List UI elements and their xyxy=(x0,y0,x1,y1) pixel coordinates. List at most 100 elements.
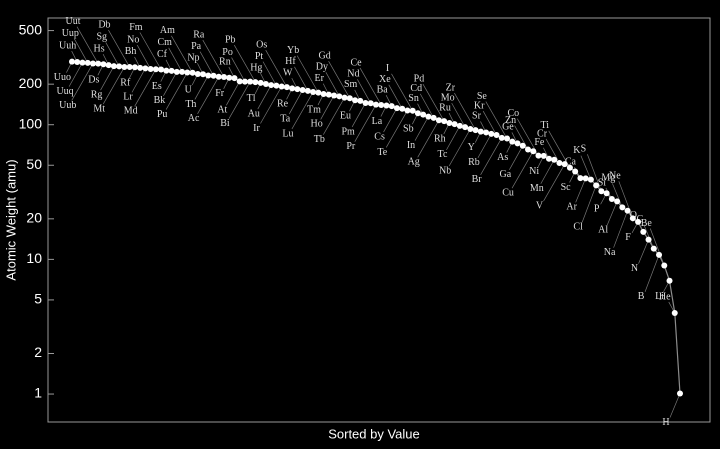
data-point xyxy=(341,94,348,101)
data-point xyxy=(451,121,458,128)
leader-line xyxy=(108,29,130,68)
element-label: Bh xyxy=(125,46,137,57)
element-label: Th xyxy=(185,99,196,110)
y-tick-label: 10 xyxy=(26,250,42,266)
element-label: Ca xyxy=(565,156,577,167)
leader-line xyxy=(71,63,94,101)
data-point xyxy=(110,63,117,70)
element-label: Er xyxy=(315,73,325,84)
data-point xyxy=(383,102,390,109)
leader-line xyxy=(163,71,178,96)
leader-line xyxy=(509,145,524,170)
leader-line xyxy=(320,95,335,120)
leader-line xyxy=(606,201,618,226)
data-point xyxy=(409,107,416,114)
leader-line xyxy=(638,239,649,264)
data-point xyxy=(661,262,668,269)
leader-line xyxy=(480,137,503,176)
plot-frame xyxy=(47,17,711,423)
y-tick-label: 5 xyxy=(34,291,42,307)
leader-line xyxy=(260,86,282,124)
data-point xyxy=(378,101,385,108)
leader-line xyxy=(448,128,471,167)
element-label: Ta xyxy=(280,113,290,124)
leader-line xyxy=(288,89,303,115)
element-label: Hs xyxy=(94,43,105,54)
data-point xyxy=(666,277,673,284)
data-point xyxy=(147,66,154,73)
element-label: Cu xyxy=(502,188,514,199)
leader-line xyxy=(323,97,345,135)
leader-line xyxy=(102,66,125,105)
element-label: No xyxy=(127,34,139,45)
element-label: Au xyxy=(248,108,260,119)
data-point xyxy=(116,63,123,70)
leader-line xyxy=(643,224,655,249)
element-label: Rb xyxy=(468,157,480,168)
leader-line xyxy=(233,44,256,83)
leader-line xyxy=(422,83,445,122)
data-point xyxy=(320,91,327,98)
leader-line xyxy=(391,73,413,111)
element-label: Sc xyxy=(561,182,572,193)
element-label: Cf xyxy=(157,49,168,60)
element-label: Li xyxy=(655,291,664,302)
leader-line xyxy=(165,72,188,110)
data-point xyxy=(289,85,296,92)
element-label: Fe xyxy=(534,137,545,148)
leader-line xyxy=(100,66,115,91)
leader-line xyxy=(197,76,220,114)
leader-line xyxy=(262,61,277,86)
data-point xyxy=(462,124,469,131)
element-label: C xyxy=(636,214,643,225)
element-label: Xe xyxy=(379,74,391,85)
leader-line xyxy=(575,178,586,203)
leader-line xyxy=(257,84,272,110)
data-point xyxy=(299,87,306,94)
element-label: Si xyxy=(598,177,607,188)
element-label: Tc xyxy=(438,149,448,160)
data-point xyxy=(236,78,243,85)
element-label: Mt xyxy=(93,103,105,114)
data-point xyxy=(582,175,589,182)
data-point xyxy=(551,156,558,163)
element-label: Eu xyxy=(340,111,351,122)
element-label: Sg xyxy=(96,32,107,43)
data-point xyxy=(519,142,526,149)
y-tick-label: 200 xyxy=(19,75,43,91)
element-label: Ir xyxy=(253,123,260,134)
element-label: Ti xyxy=(540,120,549,131)
element-label: Pb xyxy=(225,34,236,45)
leader-line xyxy=(414,116,429,141)
element-label: Os xyxy=(256,39,267,50)
data-point xyxy=(530,148,537,155)
element-label: Rg xyxy=(91,89,103,100)
data-point xyxy=(614,198,621,205)
element-label: Kr xyxy=(474,100,485,111)
element-label: B xyxy=(638,291,645,302)
element-label: Tb xyxy=(314,134,325,145)
leader-line xyxy=(68,62,83,87)
element-label: Sb xyxy=(403,123,414,134)
leader-line xyxy=(511,151,534,189)
leader-line xyxy=(228,81,251,119)
data-point xyxy=(179,68,186,75)
leader-line xyxy=(194,75,209,100)
data-point xyxy=(221,74,227,81)
data-point xyxy=(656,251,663,258)
leader-line xyxy=(613,210,628,248)
data-point xyxy=(399,105,406,112)
element-label: Nd xyxy=(347,69,359,80)
leader-line xyxy=(451,102,466,128)
y-tick-label: 1 xyxy=(34,385,42,401)
leader-line xyxy=(581,185,597,223)
data-point xyxy=(498,134,505,141)
data-point xyxy=(121,64,128,71)
data-point xyxy=(84,59,91,66)
data-point xyxy=(430,114,437,121)
element-label: Bi xyxy=(220,118,230,129)
data-point xyxy=(241,78,248,85)
data-point xyxy=(388,103,395,110)
element-label: Tl xyxy=(247,93,256,104)
element-label: Zn xyxy=(505,115,516,126)
